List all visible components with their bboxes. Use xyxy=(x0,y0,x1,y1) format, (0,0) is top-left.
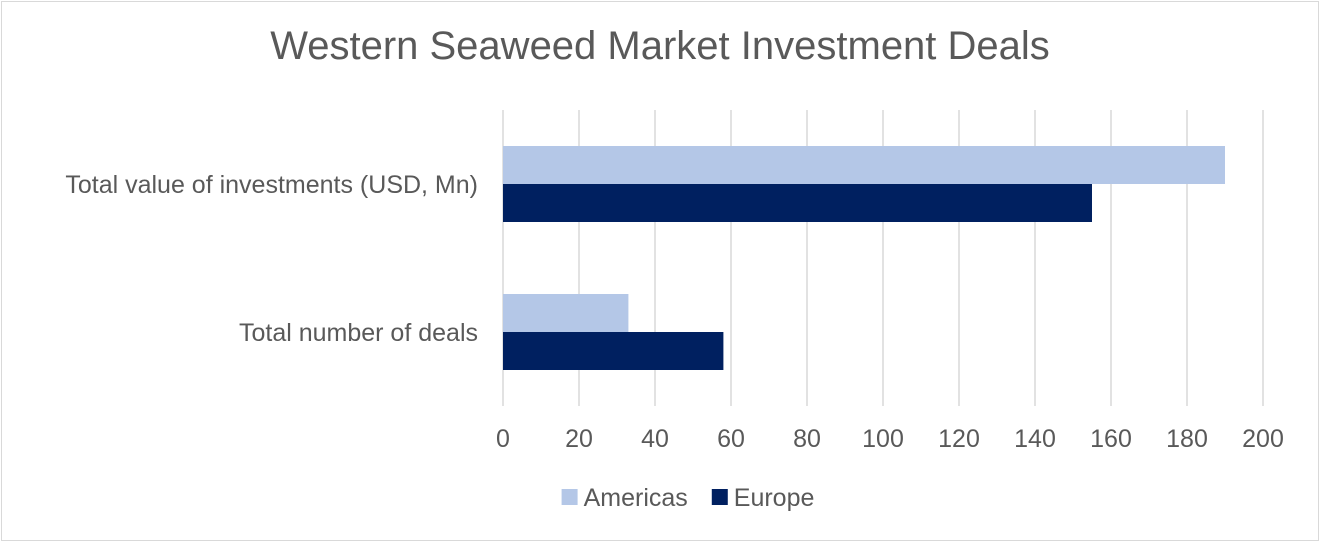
x-tick-label: 180 xyxy=(1166,425,1208,453)
x-tick-label: 40 xyxy=(641,425,669,453)
x-tick-label: 140 xyxy=(1014,425,1056,453)
x-tick-label: 80 xyxy=(793,425,821,453)
x-tick-label: 20 xyxy=(565,425,593,453)
legend: Americas Europe xyxy=(561,484,815,512)
x-tick-label: 120 xyxy=(938,425,980,453)
legend-label: Americas xyxy=(584,484,688,512)
legend-item: Americas xyxy=(561,484,688,512)
category-label: Total number of deals xyxy=(239,319,478,347)
bar-europe xyxy=(503,332,724,370)
x-tick-label: 60 xyxy=(717,425,745,453)
legend-item: Europe xyxy=(711,484,815,512)
category-label: Total value of investments (USD, Mn) xyxy=(65,171,478,199)
x-tick-labels: 0 20 40 60 80 100 120 140 160 180 200 xyxy=(496,425,1284,453)
bar-americas xyxy=(503,294,629,332)
legend-swatch xyxy=(711,489,728,505)
legend-swatch xyxy=(561,489,578,505)
category-labels: Total value of investments (USD, Mn) Tota… xyxy=(65,171,478,347)
bars xyxy=(503,146,1225,370)
bar-americas xyxy=(503,146,1225,184)
x-tick-label: 0 xyxy=(496,425,510,453)
legend-label: Europe xyxy=(734,484,815,512)
x-tick-label: 100 xyxy=(862,425,904,453)
x-tick-label: 200 xyxy=(1242,425,1284,453)
x-tick-label: 160 xyxy=(1090,425,1132,453)
chart-title: Western Seaweed Market Investment Deals xyxy=(270,24,1050,68)
bar-europe xyxy=(503,184,1092,222)
